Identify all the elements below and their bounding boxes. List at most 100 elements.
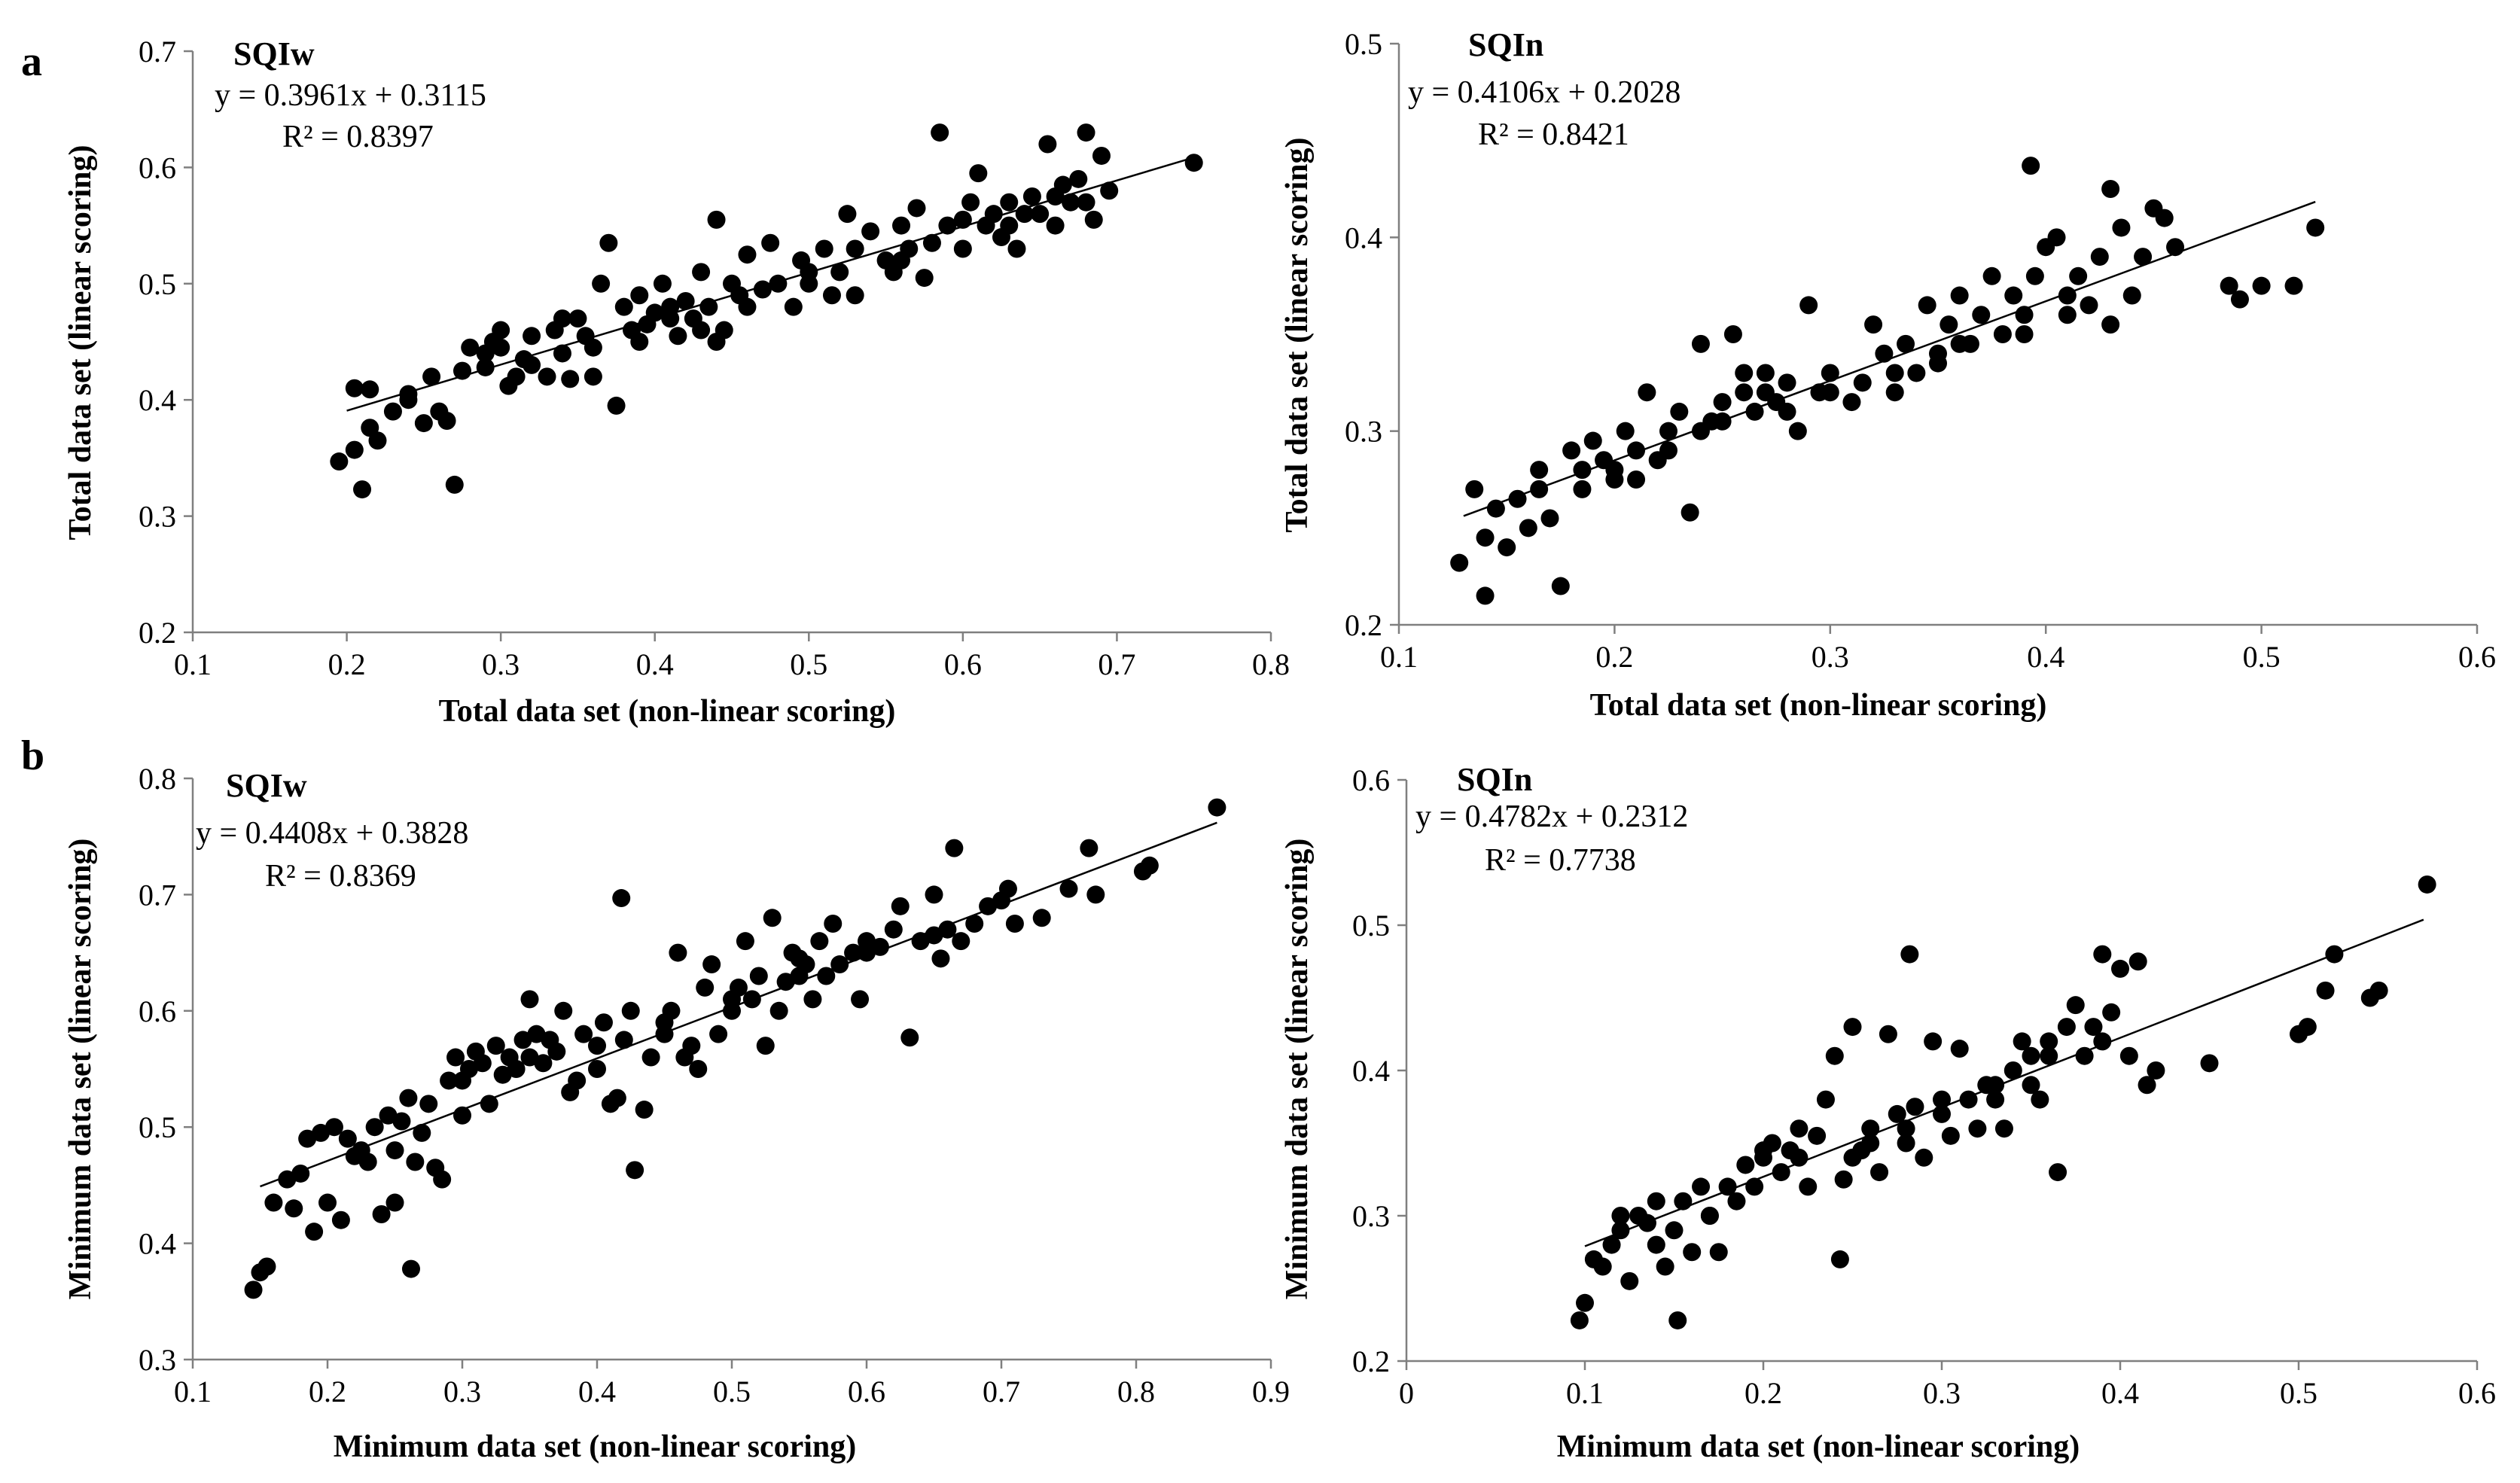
- data-point: [318, 1193, 337, 1212]
- trendline: [1463, 200, 2316, 517]
- data-point: [568, 1071, 587, 1090]
- data-point: [1950, 334, 1969, 353]
- trendline: [260, 821, 1217, 1188]
- data-point: [353, 480, 372, 499]
- data-point: [1683, 1243, 1702, 1262]
- y-tick-label: 0.5: [139, 267, 176, 301]
- data-point: [538, 367, 556, 386]
- data-point: [1031, 205, 1050, 224]
- data-point: [2040, 1032, 2058, 1051]
- data-point: [368, 431, 387, 450]
- data-point: [1897, 1134, 1915, 1153]
- data-point: [891, 897, 910, 915]
- trendline: [346, 156, 1195, 412]
- data-point: [1519, 519, 1537, 537]
- data-point: [2252, 276, 2271, 295]
- x-axis-label: Minimum data set (non-linear scoring): [1557, 1430, 2080, 1464]
- r-squared: R² = 0.8421: [1478, 117, 1629, 152]
- data-point: [1562, 441, 1581, 460]
- data-point: [513, 1031, 532, 1049]
- data-point: [2013, 1032, 2031, 1051]
- data-point: [413, 1123, 431, 1142]
- x-tick-label: 0.4: [636, 647, 674, 681]
- y-axis-label: Total data set (linear scoring): [1280, 138, 1315, 533]
- data-point: [723, 990, 741, 1009]
- data-point: [264, 1193, 283, 1212]
- data-point: [608, 1089, 626, 1107]
- trendline-equation: y = 0.4408x + 0.3828: [196, 816, 468, 851]
- data-point: [892, 251, 911, 269]
- data-point: [1005, 915, 1024, 933]
- data-point: [699, 297, 718, 316]
- data-point: [1032, 909, 1051, 927]
- data-point: [1940, 315, 1958, 334]
- data-point: [1659, 422, 1677, 440]
- data-point: [851, 990, 870, 1009]
- data-point: [738, 245, 757, 264]
- data-point: [861, 222, 880, 241]
- x-tick-label: 0.1: [1566, 1376, 1604, 1410]
- chart-a-sqin: SQIn y = 0.4106x + 0.2028 R² = 0.8421 To…: [1280, 26, 2496, 723]
- data-point: [915, 269, 934, 288]
- data-point: [2004, 1061, 2022, 1080]
- data-point: [1843, 1018, 1862, 1037]
- data-point: [1736, 1156, 1755, 1174]
- data-point: [1616, 422, 1635, 440]
- data-point: [1530, 480, 1549, 498]
- panel-letter-a: a: [21, 38, 42, 85]
- y-tick-label: 0.3: [139, 1343, 176, 1377]
- y-tick-label: 0.5: [1352, 909, 1390, 942]
- data-point: [2040, 1046, 2058, 1065]
- data-point: [1900, 945, 1919, 964]
- data-point: [1754, 1148, 1772, 1167]
- y-tick-label: 0.3: [1352, 1199, 1390, 1233]
- data-point: [1843, 1148, 1862, 1167]
- data-point: [1778, 373, 1796, 392]
- data-point: [810, 932, 829, 951]
- data-point: [1540, 509, 1559, 528]
- data-point: [1713, 393, 1732, 412]
- data-point: [1888, 1104, 1906, 1123]
- data-point: [553, 344, 571, 363]
- data-point: [584, 338, 602, 357]
- data-point: [1000, 193, 1019, 212]
- data-point: [2134, 248, 2153, 266]
- data-point: [1551, 577, 1570, 595]
- data-point: [2049, 1163, 2067, 1182]
- data-point: [1140, 856, 1159, 875]
- data-point: [707, 333, 726, 351]
- data-point: [588, 1060, 606, 1078]
- data-point: [830, 955, 849, 974]
- data-point: [682, 1037, 701, 1055]
- x-axis-label: Minimum data set (non-linear scoring): [334, 1430, 857, 1464]
- data-point: [945, 839, 964, 857]
- r-squared: R² = 0.7738: [1485, 843, 1636, 878]
- y-tick-label: 0.3: [1345, 415, 1382, 449]
- data-point: [2025, 266, 2044, 285]
- trendline: [1584, 918, 2424, 1247]
- data-point: [1476, 528, 1495, 547]
- data-point: [461, 338, 480, 357]
- y-tick-label: 0.7: [139, 35, 176, 69]
- data-point: [1570, 1311, 1589, 1329]
- data-point: [2022, 157, 2040, 175]
- data-point: [1691, 334, 1710, 353]
- data-point: [1861, 1134, 1880, 1153]
- data-point: [749, 967, 768, 985]
- data-point: [361, 380, 379, 399]
- data-point: [769, 1001, 788, 1020]
- data-point: [507, 367, 526, 386]
- data-point: [870, 937, 889, 956]
- x-axis-label: Total data set (non-linear scoring): [439, 694, 896, 729]
- data-point: [2022, 1076, 2040, 1095]
- y-tick-label: 0.2: [1345, 608, 1382, 642]
- y-tick-label: 0.4: [1352, 1054, 1390, 1088]
- data-point: [1763, 1134, 1781, 1153]
- data-point: [931, 123, 949, 142]
- data-point: [385, 1141, 404, 1160]
- data-point: [961, 193, 980, 212]
- y-tick-label: 0.4: [1345, 221, 1382, 254]
- x-tick-label: 0.4: [2027, 640, 2064, 674]
- data-point: [2015, 325, 2034, 343]
- x-tick-label: 0.2: [309, 1375, 346, 1408]
